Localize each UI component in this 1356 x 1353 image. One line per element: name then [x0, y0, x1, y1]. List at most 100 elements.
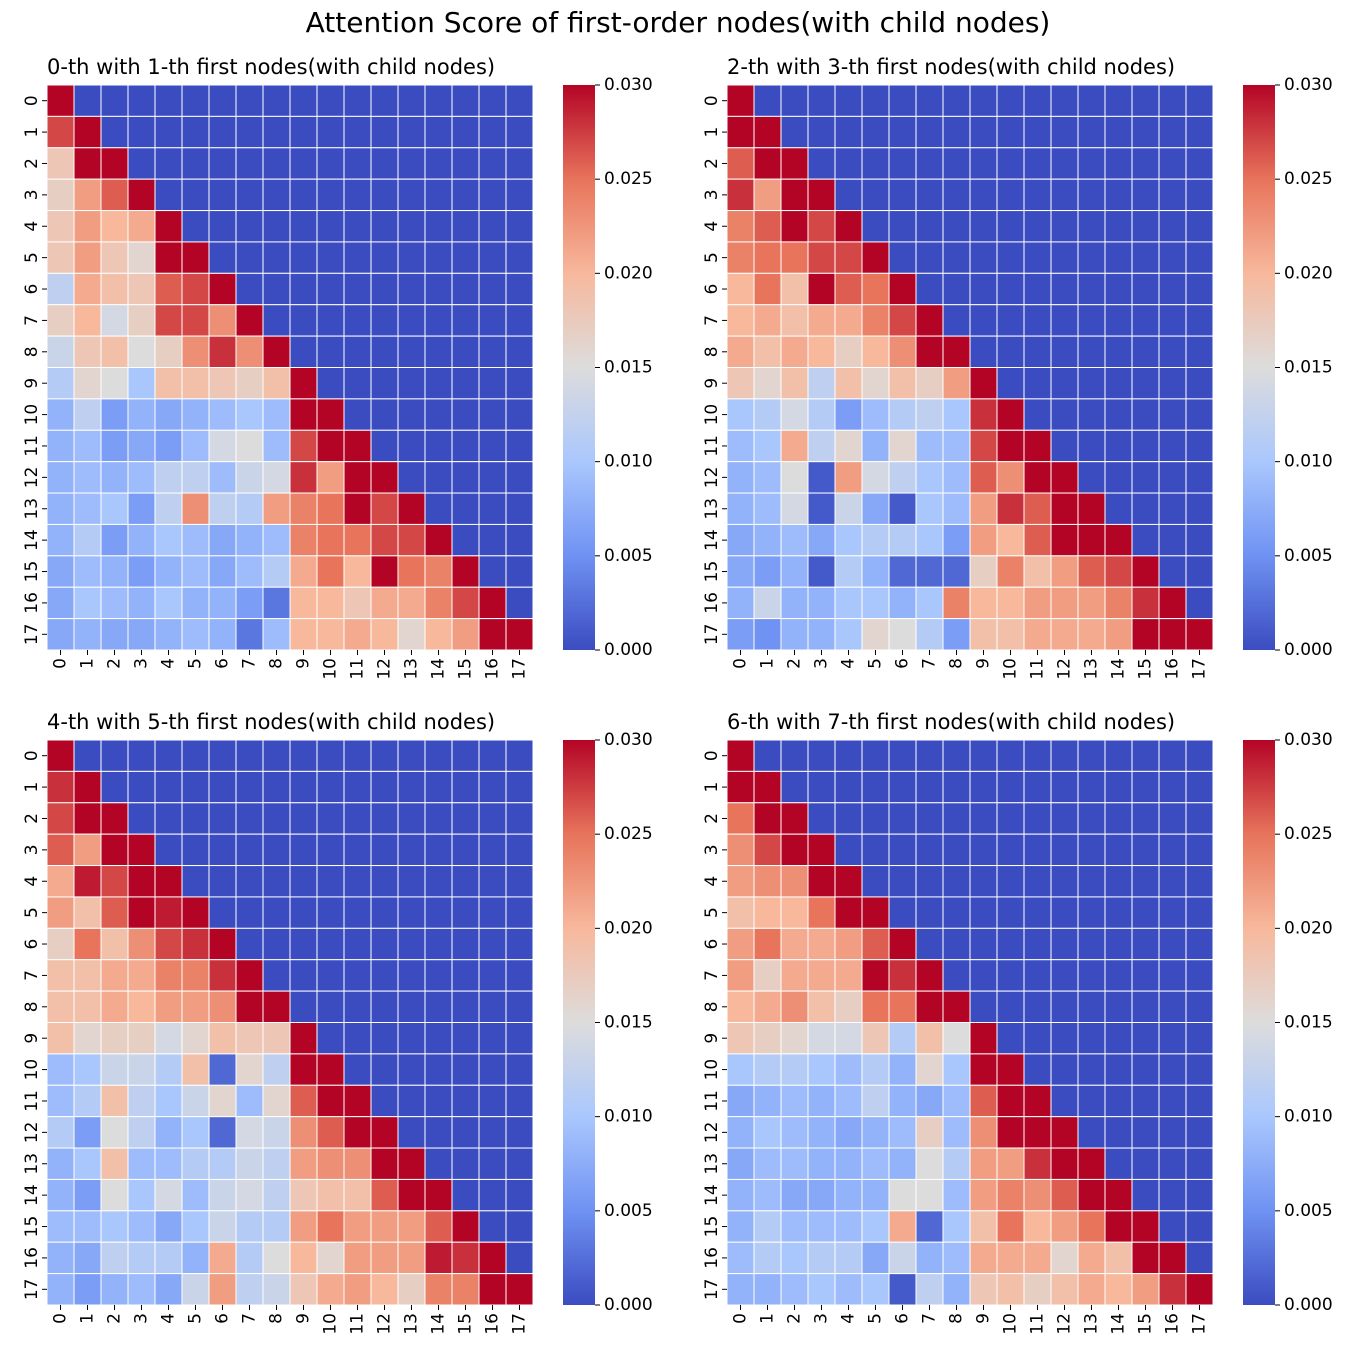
heatmap-cell — [1131, 1147, 1160, 1180]
heatmap-cell — [1050, 770, 1079, 804]
heatmap-cell — [834, 398, 863, 431]
heatmap-cell — [181, 586, 210, 620]
heatmap-cell — [915, 241, 944, 274]
heatmap-cell — [46, 739, 75, 772]
heatmap-cell — [1050, 367, 1079, 400]
heatmap-cell — [289, 241, 318, 274]
heatmap-cell — [753, 959, 782, 992]
heatmap-cell — [316, 115, 345, 149]
heatmap-cell — [1050, 1147, 1079, 1180]
heatmap-cell — [996, 555, 1025, 588]
heatmap-cell — [73, 555, 102, 588]
heatmap-cell — [807, 1147, 836, 1180]
heatmap-cell — [451, 178, 480, 212]
heatmap-cell — [969, 927, 998, 961]
heatmap-cell — [316, 429, 345, 463]
heatmap-cell — [1023, 1273, 1052, 1306]
heatmap-cell — [1077, 1241, 1106, 1275]
heatmap-cell — [1131, 272, 1160, 306]
heatmap-cell — [1185, 241, 1214, 274]
heatmap-cell — [942, 461, 971, 494]
heatmap-cell — [397, 210, 426, 243]
heatmap-cell — [154, 304, 183, 337]
heatmap-cell — [1077, 1116, 1106, 1149]
heatmap-cell — [915, 770, 944, 804]
heatmap-cell — [996, 461, 1025, 494]
heatmap-cell — [861, 304, 890, 337]
x-tick-label: 9 — [974, 658, 994, 669]
heatmap-cell — [969, 367, 998, 400]
heatmap-cell — [915, 461, 944, 494]
heatmap-cell — [46, 429, 75, 463]
heatmap-cell — [780, 1053, 809, 1086]
y-tick-label: 13 — [702, 498, 722, 520]
x-tick-label: 1 — [758, 658, 778, 669]
heatmap-cell — [208, 178, 237, 212]
heatmap-cell — [753, 1241, 782, 1275]
heatmap-cell — [1104, 802, 1133, 835]
heatmap-cell — [996, 304, 1025, 337]
heatmap-cell — [235, 896, 264, 929]
y-tick-label: 17 — [22, 1278, 42, 1300]
heatmap-cell — [753, 1053, 782, 1086]
heatmap-cell — [208, 1084, 237, 1118]
heatmap-cell — [316, 802, 345, 835]
heatmap-cell — [46, 1241, 75, 1275]
heatmap-cell — [1050, 492, 1079, 525]
heatmap-cell — [181, 210, 210, 243]
heatmap-cell — [343, 833, 372, 867]
heatmap-cell — [753, 367, 782, 400]
heatmap-cell — [127, 802, 156, 835]
colorbar-tick-label: 0.020 — [1284, 918, 1333, 938]
heatmap-cell — [1158, 1116, 1187, 1149]
heatmap-cell — [46, 492, 75, 525]
heatmap-cell — [726, 523, 755, 557]
heatmap-cell — [861, 739, 890, 772]
heatmap-cell — [208, 461, 237, 494]
heatmap-cell — [1185, 429, 1214, 463]
heatmap-cell — [1158, 272, 1187, 306]
heatmap-cell — [1131, 492, 1160, 525]
heatmap-cell — [1185, 1022, 1214, 1055]
heatmap-cell — [262, 618, 291, 651]
heatmap-cell — [753, 1116, 782, 1149]
heatmap-cell — [1077, 959, 1106, 992]
heatmap-cell — [73, 429, 102, 463]
heatmap-cell — [289, 1084, 318, 1118]
heatmap-cell — [1104, 178, 1133, 212]
heatmap-cell — [316, 555, 345, 588]
heatmap-cell — [154, 802, 183, 835]
x-tick-label: 15 — [1136, 1313, 1156, 1335]
heatmap-cell — [289, 272, 318, 306]
heatmap-cell — [942, 429, 971, 463]
heatmap-cell — [1050, 739, 1079, 772]
heatmap-cell — [942, 739, 971, 772]
x-tick-label: 13 — [402, 658, 422, 680]
y-tick-label: 14 — [22, 1184, 42, 1206]
heatmap-cell — [780, 618, 809, 651]
heatmap-cell — [235, 555, 264, 588]
heatmap-cell — [154, 523, 183, 557]
heatmap-cell — [753, 115, 782, 149]
heatmap-cell — [370, 739, 399, 772]
heatmap-cell — [478, 802, 507, 835]
heatmap-cell — [478, 461, 507, 494]
heatmap-cell — [1185, 618, 1214, 651]
heatmap-cell — [154, 178, 183, 212]
y-tick-label: 5 — [702, 907, 722, 918]
heatmap-cell — [942, 1147, 971, 1180]
heatmap-cell — [1050, 523, 1079, 557]
heatmap-cell — [780, 84, 809, 117]
heatmap-cell — [915, 739, 944, 772]
heatmap-cell — [424, 1178, 453, 1212]
heatmap-cell — [73, 398, 102, 431]
heatmap-cell — [208, 304, 237, 337]
heatmap-cell — [861, 1053, 890, 1086]
heatmap-cell — [969, 115, 998, 149]
heatmap-cell — [208, 1116, 237, 1149]
heatmap-cell — [969, 1022, 998, 1055]
heatmap-cell — [1185, 896, 1214, 929]
heatmap-cell — [100, 367, 129, 400]
heatmap-cell — [289, 1116, 318, 1149]
heatmap-cell — [942, 1116, 971, 1149]
